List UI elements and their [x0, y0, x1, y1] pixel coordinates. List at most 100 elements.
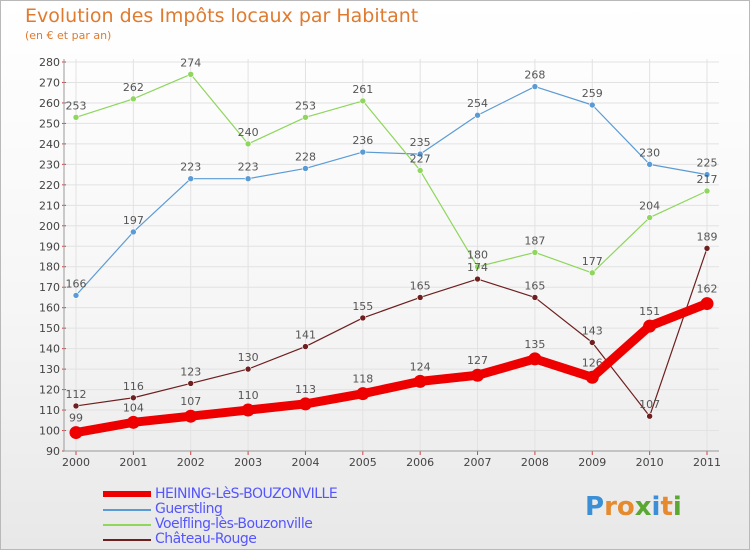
- data-point: [302, 113, 309, 121]
- data-point: [72, 402, 80, 410]
- data-label: 123: [180, 365, 201, 378]
- data-label: 236: [352, 134, 373, 147]
- series-line-0: [71, 299, 712, 438]
- data-label: 174: [467, 261, 488, 274]
- x-tick-label: 2009: [578, 456, 606, 469]
- x-tick-label: 2004: [291, 456, 319, 469]
- data-label: 240: [238, 126, 259, 139]
- logo-letter: r: [604, 492, 617, 522]
- data-point: [130, 394, 137, 402]
- data-label: 124: [410, 360, 431, 373]
- data-label: 227: [410, 153, 431, 166]
- y-tick-label: 280: [39, 56, 60, 69]
- legend-swatch-2: [103, 524, 151, 526]
- x-tick-label: 2002: [177, 456, 205, 469]
- data-label: 126: [582, 356, 603, 369]
- data-point: [531, 83, 539, 90]
- data-label: 107: [639, 398, 660, 411]
- data-point: [646, 412, 653, 420]
- data-label: 261: [352, 83, 373, 96]
- legend-label-3: Château-Rouge: [155, 531, 257, 547]
- y-tick-label: 120: [39, 384, 60, 397]
- data-label: 110: [238, 389, 259, 402]
- data-point: [588, 339, 596, 346]
- x-tick-label: 2006: [406, 456, 434, 469]
- y-tick-label: 220: [39, 179, 60, 192]
- data-point: [69, 426, 83, 440]
- data-point: [126, 415, 140, 429]
- y-tick-label: 190: [39, 240, 60, 253]
- data-point: [646, 161, 653, 168]
- logo-letter: t: [660, 492, 673, 522]
- proxiti-logo: Proxiti: [585, 492, 682, 522]
- data-label: 118: [352, 373, 373, 386]
- data-point: [416, 167, 424, 174]
- x-tick-label: 2011: [693, 456, 721, 469]
- data-label: 177: [582, 255, 603, 268]
- y-tick-label: 160: [39, 302, 60, 315]
- data-point: [72, 113, 80, 121]
- data-point: [130, 228, 137, 236]
- x-tick-label: 2001: [119, 456, 147, 469]
- y-tick-label: 270: [39, 76, 60, 89]
- legend-label-2: Voelfling-lès-Bouzonville: [155, 516, 313, 532]
- data-label: 112: [66, 388, 87, 401]
- chart-subtitle: (en € et par an): [25, 29, 112, 42]
- data-label: 274: [180, 56, 201, 69]
- y-tick-label: 230: [39, 158, 60, 171]
- data-point: [184, 409, 198, 423]
- data-label: 151: [639, 305, 660, 318]
- data-point: [356, 387, 370, 401]
- data-label: 162: [697, 283, 718, 296]
- data-point: [302, 165, 309, 172]
- y-tick-label: 260: [39, 97, 60, 110]
- y-tick-label: 110: [39, 404, 60, 417]
- data-label: 113: [295, 383, 316, 396]
- data-point: [416, 294, 424, 301]
- data-label: 230: [639, 146, 660, 159]
- data-point: [703, 187, 711, 195]
- data-point: [531, 249, 539, 256]
- data-point: [474, 275, 481, 283]
- data-label: 107: [180, 395, 201, 408]
- data-point: [244, 175, 252, 182]
- y-tick-label: 240: [39, 138, 60, 151]
- data-label: 235: [410, 136, 431, 149]
- data-label: 259: [582, 87, 603, 100]
- data-point: [187, 175, 195, 182]
- x-tick-label: 2000: [62, 456, 90, 469]
- data-label: 116: [123, 380, 144, 393]
- y-tick-label: 100: [39, 425, 60, 438]
- data-label: 141: [295, 329, 316, 342]
- data-point: [531, 294, 539, 301]
- data-label: 223: [180, 161, 201, 174]
- data-label: 99: [69, 412, 83, 425]
- data-point: [646, 214, 653, 221]
- data-point: [72, 292, 80, 299]
- data-point: [703, 171, 711, 178]
- data-label: 166: [66, 277, 87, 290]
- data-point: [244, 365, 252, 373]
- legend-swatch-0: [103, 491, 151, 497]
- legend-swatch-1: [103, 509, 151, 511]
- y-axis-ticks: 90 100 110 120 130 140 150 160 170 180 190 200 210 22…: [39, 56, 60, 458]
- data-point: [700, 297, 714, 311]
- x-tick-label: 2008: [521, 456, 549, 469]
- data-point: [471, 368, 485, 382]
- data-point: [416, 150, 424, 158]
- data-point: [359, 97, 367, 105]
- y-tick-label: 130: [39, 363, 60, 376]
- data-label: 165: [524, 279, 545, 292]
- data-point: [302, 343, 309, 350]
- data-point: [474, 263, 481, 271]
- chart-title: Evolution des Impôts locaux par Habitant: [25, 5, 419, 27]
- y-tick-label: 140: [39, 343, 60, 356]
- data-point: [244, 140, 252, 148]
- legend-label-0: HEINING-LèS-BOUZONVILLE: [155, 486, 338, 502]
- data-point: [298, 397, 312, 411]
- y-tick-label: 200: [39, 220, 60, 233]
- data-label: 187: [524, 234, 545, 247]
- series-layer: [69, 70, 714, 440]
- data-label: 165: [410, 279, 431, 292]
- data-point: [187, 380, 195, 387]
